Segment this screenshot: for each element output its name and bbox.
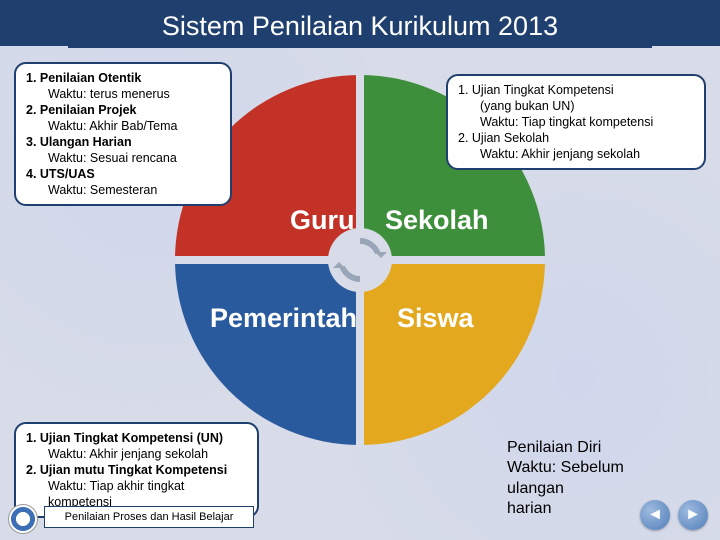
label-sekolah: Sekolah (385, 205, 489, 236)
box-sekolah: 1. Ujian Tingkat Kompetensi(yang bukan U… (446, 74, 706, 170)
box-pemerintah: 1. Ujian Tingkat Kompetensi (UN)Waktu: A… (14, 422, 259, 518)
ministry-logo-icon (8, 504, 38, 534)
box-line: 3. Ulangan Harian (26, 134, 220, 150)
title-text: Sistem Penilaian Kurikulum 2013 (162, 11, 558, 42)
box-line: 1. Ujian Tingkat Kompetensi (UN) (26, 430, 247, 446)
chevron-left-icon: ◄ (647, 506, 663, 524)
box-line: Waktu: Tiap tingkat kompetensi (458, 114, 694, 130)
box-line: Waktu: Akhir Bab/Tema (26, 118, 220, 134)
box-line: (yang bukan UN) (458, 98, 694, 114)
label-pemerintah: Pemerintah (210, 303, 357, 334)
box-line: Waktu: Tiap akhir tingkat (26, 478, 247, 494)
label-siswa: Siswa (397, 303, 474, 334)
box-line: 2. Penilaian Projek (26, 102, 220, 118)
box-guru: 1. Penilaian OtentikWaktu: terus menerus… (14, 62, 232, 206)
box-line: 2. Ujian mutu Tingkat Kompetensi (26, 462, 247, 478)
nav-next-button[interactable]: ► (678, 500, 708, 530)
chevron-right-icon: ► (685, 506, 701, 524)
siswa-line1: Penilaian Diri (507, 438, 682, 458)
box-line: 4. UTS/UAS (26, 166, 220, 182)
box-line: Waktu: terus menerus (26, 86, 220, 102)
box-line: 1. Penilaian Otentik (26, 70, 220, 86)
box-line: Waktu: Semesteran (26, 182, 220, 198)
box-line: 2. Ujian Sekolah (458, 130, 694, 146)
box-line: 1. Ujian Tingkat Kompetensi (458, 82, 694, 98)
cycle-arrows-icon (330, 230, 390, 290)
box-line: Waktu: Akhir jenjang sekolah (458, 146, 694, 162)
nav-prev-button[interactable]: ◄ (640, 500, 670, 530)
box-line: Waktu: Sesuai rencana (26, 150, 220, 166)
footer-button[interactable]: Penilaian Proses dan Hasil Belajar (44, 506, 254, 528)
siswa-line2: Waktu: Sebelum ulangan (507, 458, 682, 499)
page-title: Sistem Penilaian Kurikulum 2013 (0, 0, 720, 46)
box-line: Waktu: Akhir jenjang sekolah (26, 446, 247, 462)
footer-button-label: Penilaian Proses dan Hasil Belajar (65, 511, 234, 523)
title-underline (68, 46, 652, 48)
